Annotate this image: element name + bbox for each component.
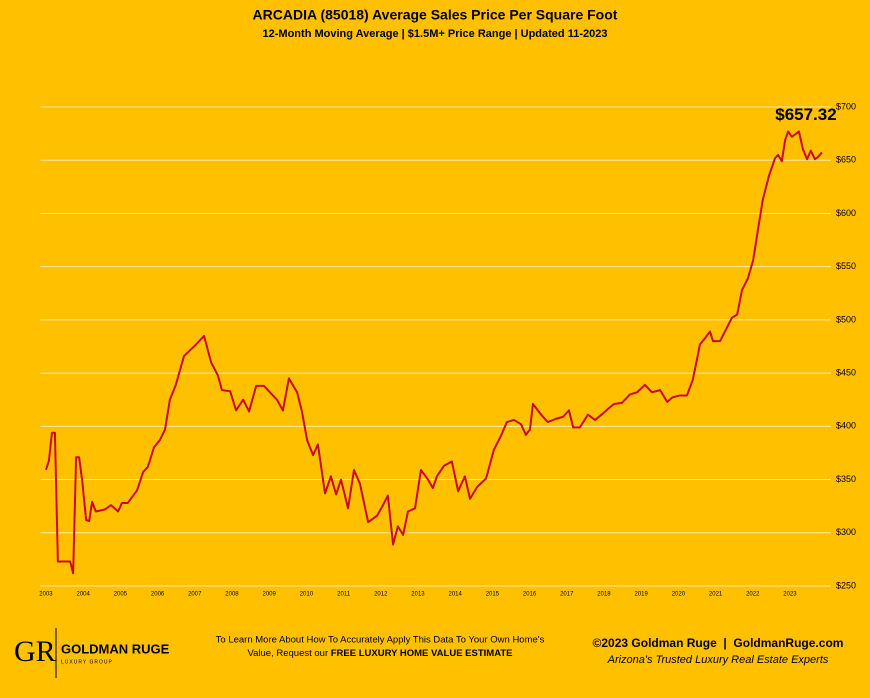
cta-bold: FREE LUXURY HOME VALUE ESTIMATE [331,648,513,659]
x-tick-label: 2004 [77,592,91,598]
x-tick-label: 2016 [523,592,537,598]
x-tick-label: 2014 [449,592,463,598]
logo: GR GOLDMAN RUGE LUXURY GROUP [14,628,170,678]
y-tick-label: $400 [836,421,856,431]
y-tick-label: $500 [836,314,856,324]
logo-name: GOLDMAN RUGE [61,641,170,656]
tagline: Arizona's Trusted Luxury Real Estate Exp… [607,654,829,666]
y-tick-label: $600 [836,208,856,218]
x-tick-label: 2005 [114,592,128,598]
x-tick-label: 2009 [263,592,277,598]
x-tick-label: 2010 [300,592,314,598]
x-tick-label: 2012 [374,592,388,598]
y-tick-label: $700 [836,101,856,111]
y-tick-label: $300 [836,527,856,537]
x-tick-label: 2008 [225,592,239,598]
x-tick-label: 2007 [188,592,202,598]
chart-subtitle: 12-Month Moving Average | $1.5M+ Price R… [263,28,608,40]
y-tick-label: $350 [836,474,856,484]
cta-line: To Learn More About How To Accurately Ap… [216,635,545,646]
x-tick-label: 2022 [746,592,760,598]
y-tick-label: $650 [836,155,856,165]
x-tick-label: 2013 [411,592,425,598]
cta-text: Value, Request our [247,648,330,659]
x-tick-label: 2015 [486,592,500,598]
x-tick-label: 2003 [39,592,53,598]
x-tick-label: 2011 [337,592,351,598]
y-tick-label: $450 [836,367,856,377]
cta-line: Value, Request our FREE LUXURY HOME VALU… [247,648,512,659]
x-tick-label: 2018 [597,592,611,598]
y-tick-label: $550 [836,261,856,271]
chart-title: ARCADIA (85018) Average Sales Price Per … [253,7,618,23]
line-series [45,130,823,575]
x-tick-label: 2020 [672,592,686,598]
x-tick-label: 2019 [635,592,649,598]
x-tick-label: 2006 [151,592,165,598]
y-tick-label: $250 [836,580,856,590]
copyright: ©2023 Goldman Ruge | GoldmanRuge.com [593,636,844,650]
logo-sub: LUXURY GROUP [61,659,113,665]
x-tick-label: 2023 [783,592,797,598]
logo-mark: GR [14,635,56,668]
x-tick-label: 2021 [709,592,723,598]
x-tick-label: 2017 [560,592,574,598]
value-label: $657.32 [775,105,836,124]
